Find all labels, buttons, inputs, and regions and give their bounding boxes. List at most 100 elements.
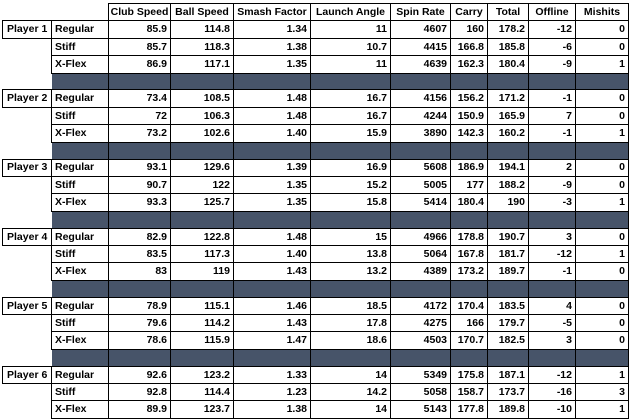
value-cell: -9 <box>528 175 576 195</box>
value-cell: 167.8 <box>450 244 488 264</box>
col-header-mishits: Mishits <box>575 2 629 22</box>
value-cell: 1.38 <box>233 400 311 419</box>
value-cell: 194.1 <box>487 158 529 177</box>
value-cell: 1.38 <box>233 37 311 57</box>
value-cell: 0 <box>575 262 629 281</box>
player-label: Player 4 <box>2 227 52 246</box>
value-cell: 5608 <box>390 158 451 177</box>
player-blank-cell <box>2 331 52 350</box>
separator-cell <box>528 348 576 367</box>
value-cell: 142.3 <box>450 124 488 143</box>
value-cell: 180.4 <box>487 55 529 74</box>
value-cell: 2 <box>528 158 576 177</box>
value-cell: -16 <box>528 383 576 402</box>
separator-row <box>2 348 629 367</box>
value-cell: -3 <box>528 193 576 212</box>
value-cell: 85.7 <box>108 37 171 57</box>
value-cell: 4244 <box>390 106 451 126</box>
separator-cell <box>108 141 171 160</box>
value-cell: 185.8 <box>487 37 529 57</box>
value-cell: -1 <box>528 124 576 143</box>
shaft-flex-label: Stiff <box>51 314 109 333</box>
value-cell: 11 <box>310 55 391 74</box>
value-cell: 83.5 <box>108 244 171 264</box>
value-cell: 14.2 <box>310 383 391 402</box>
value-cell: -1 <box>528 89 576 108</box>
value-cell: 83 <box>108 262 171 281</box>
value-cell: 189.7 <box>487 262 529 281</box>
col-header-club-speed: Club Speed <box>108 2 171 22</box>
value-cell: 114.8 <box>170 20 234 39</box>
separator-cell <box>51 279 109 298</box>
player-blank-cell <box>2 314 52 332</box>
value-cell: 160.2 <box>487 124 529 143</box>
value-cell: 4172 <box>390 296 451 316</box>
value-cell: 119 <box>170 262 234 281</box>
value-cell: 1 <box>575 244 629 264</box>
value-cell: 0 <box>575 106 629 126</box>
value-cell: 1.23 <box>233 383 311 402</box>
data-row: Stiff 72 106.3 1.48 16.7 4244 150.9 165.9 7 0 <box>2 106 629 126</box>
value-cell: 189.8 <box>487 400 529 419</box>
flex-header-blank <box>51 3 109 21</box>
value-cell: 0 <box>575 331 629 350</box>
separator-cell <box>108 279 171 298</box>
value-cell: 0 <box>575 296 629 316</box>
value-cell: 1.48 <box>233 227 311 246</box>
separator-row <box>2 210 629 229</box>
value-cell: 1.48 <box>233 106 311 126</box>
value-cell: 16.7 <box>310 106 391 126</box>
shaft-flex-label: X-Flex <box>51 262 109 281</box>
value-cell: -12 <box>528 20 576 39</box>
value-cell: 4389 <box>390 262 451 281</box>
player-label: Player 1 <box>2 20 52 39</box>
separator-blank-cell <box>2 73 52 90</box>
value-cell: 78.9 <box>108 296 171 316</box>
value-cell: 93.1 <box>108 158 171 177</box>
value-cell: 4639 <box>390 55 451 74</box>
shaft-flex-label: Stiff <box>51 175 109 195</box>
separator-cell <box>487 210 529 229</box>
value-cell: 1.35 <box>233 55 311 74</box>
player-blank-cell <box>2 262 52 281</box>
value-cell: 4607 <box>390 20 451 39</box>
separator-cell <box>233 279 311 298</box>
separator-cell <box>450 348 488 367</box>
value-cell: 93.3 <box>108 193 171 212</box>
value-cell: 183.5 <box>487 296 529 316</box>
separator-cell <box>487 141 529 160</box>
value-cell: 1.34 <box>233 20 311 39</box>
value-cell: 1.39 <box>233 158 311 177</box>
value-cell: 3 <box>575 383 629 402</box>
shaft-flex-label: X-Flex <box>51 55 109 74</box>
separator-cell <box>575 141 629 160</box>
value-cell: 175.8 <box>450 365 488 385</box>
value-cell: 17.8 <box>310 314 391 333</box>
separator-cell <box>170 210 234 229</box>
separator-cell <box>575 348 629 367</box>
value-cell: 11 <box>310 20 391 39</box>
data-row: Player 3 Regular 93.1 129.6 1.39 16.9 5608 186.… <box>2 158 629 177</box>
separator-cell <box>575 210 629 229</box>
value-cell: 0 <box>575 37 629 57</box>
shaft-flex-label: Regular <box>51 20 109 39</box>
value-cell: 16.9 <box>310 158 391 177</box>
value-cell: 125.7 <box>170 193 234 212</box>
value-cell: 0 <box>575 175 629 195</box>
data-row: Player 2 Regular 73.4 108.5 1.48 16.7 4156 156.… <box>2 89 629 108</box>
value-cell: 3 <box>528 227 576 246</box>
value-cell: 4156 <box>390 89 451 108</box>
col-header-ball-speed: Ball Speed <box>170 2 234 22</box>
shaft-flex-label: Stiff <box>51 37 109 57</box>
separator-cell <box>310 141 391 160</box>
value-cell: 5064 <box>390 244 451 264</box>
value-cell: 158.7 <box>450 383 488 402</box>
value-cell: 1.43 <box>233 314 311 333</box>
value-cell: 18.6 <box>310 331 391 350</box>
separator-cell <box>170 72 234 91</box>
player-header-blank <box>2 3 52 21</box>
value-cell: 170.7 <box>450 331 488 350</box>
value-cell: 122.8 <box>170 227 234 246</box>
value-cell: -12 <box>528 244 576 264</box>
